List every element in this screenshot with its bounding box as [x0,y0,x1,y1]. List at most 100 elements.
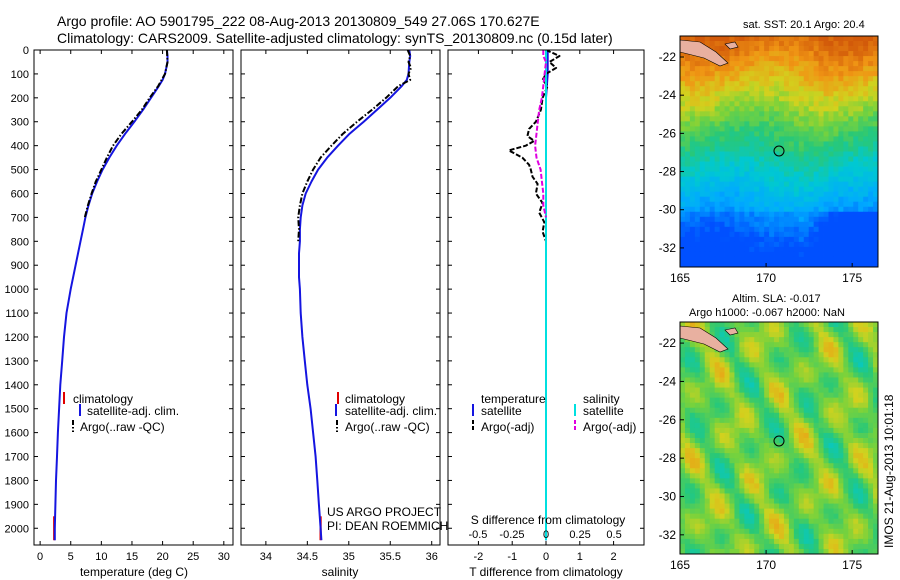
sst-cell [779,101,785,107]
sst-cell [699,206,706,213]
sst-cell [833,61,839,67]
sst-map-title: sat. SST: 20.1 Argo: 20.4 [743,19,865,31]
sst-cell [808,151,815,157]
sla-cell [704,463,711,469]
sst-cell [823,51,829,57]
sla-cell [868,468,874,474]
sst-cell [709,221,716,228]
sst-cell [769,241,775,248]
sla-cell [699,528,706,535]
sla-cell [699,483,706,489]
sst-cell [680,101,686,107]
sst-cell [744,51,750,57]
sla-cell [739,362,745,368]
sst-cell [783,136,790,142]
sst-cell [863,86,869,92]
sst-cell [680,221,686,228]
sla-cell [848,503,854,510]
sla-cell [729,443,735,449]
sla-cell [680,427,686,434]
sla-cell [813,498,819,504]
sst-cell [744,151,750,157]
sst-cell [833,206,839,213]
sst-cell [689,191,696,198]
sst-cell [754,171,760,178]
sla-cell [709,357,716,363]
sst-cell [774,211,780,218]
sst-cell [779,151,785,157]
sla-cell [744,443,750,449]
sla-cell [843,533,849,540]
sst-cell [719,106,725,112]
sla-cell [689,427,696,434]
sst-cell [744,191,750,198]
sst-cell [729,216,735,223]
series-line-satellite-adj-clim- [53,50,169,541]
sla-cell [813,493,819,499]
sla-cell [729,402,735,409]
sla-cell [754,337,760,343]
sst-cell [863,171,869,178]
sla-cell [783,427,790,434]
sla-cell [803,518,810,525]
sst-cell [828,151,834,157]
sst-cell [808,261,815,267]
sst-cell [694,91,701,97]
sla-cell [848,473,854,479]
sla-cell [858,327,864,333]
sst-cell [838,256,844,263]
sla-cell [838,548,844,554]
sst-cell [739,251,745,258]
sst-cell [734,106,740,112]
sst-cell [759,116,765,122]
sla-cell [779,548,785,554]
sla-cell [813,407,819,414]
sst-cell [714,186,720,193]
sla-cell [783,453,790,459]
sst-cell [823,151,829,157]
sla-cell [744,362,750,368]
sst-cell [689,146,696,152]
sla-cell [783,397,790,404]
sla-cell [833,337,839,343]
sla-cell [729,342,735,348]
sla-cell [680,548,686,554]
sla-cell [823,518,829,525]
sla-cell [764,422,770,429]
legend-head-temperature: temperature [481,392,546,406]
sst-cell [759,196,765,203]
sst-cell [689,121,696,127]
sst-cell [754,106,760,112]
lat-tick-label: -24 [659,374,677,388]
sst-cell [754,56,760,62]
sla-cell [828,417,834,424]
sst-cell [680,251,686,258]
sla-cell [724,332,730,338]
sst-cell [734,71,740,77]
sla-cell [843,387,849,394]
sst-cell [793,66,800,72]
sst-cell [699,131,706,137]
sla-cell [808,448,815,454]
sst-cell [754,196,760,203]
sla-cell [689,468,696,474]
sla-cell [853,528,859,535]
sla-cell [759,412,765,419]
sla-cell [704,458,711,464]
sst-cell [808,61,815,67]
difference-lines [507,50,561,541]
sst-cell [744,261,750,267]
sst-cell [788,261,795,267]
sst-cell [853,221,859,228]
sst-cell [694,186,701,193]
sla-cell [719,493,725,499]
sla-cell [729,518,735,525]
diff-series-line [507,50,561,242]
sst-cell [729,161,735,167]
sst-cell [783,171,790,178]
sla-cell [739,402,745,409]
sla-cell [759,382,765,388]
sst-cell [719,111,725,117]
sst-cell [843,146,849,152]
sla-cell [788,352,795,358]
